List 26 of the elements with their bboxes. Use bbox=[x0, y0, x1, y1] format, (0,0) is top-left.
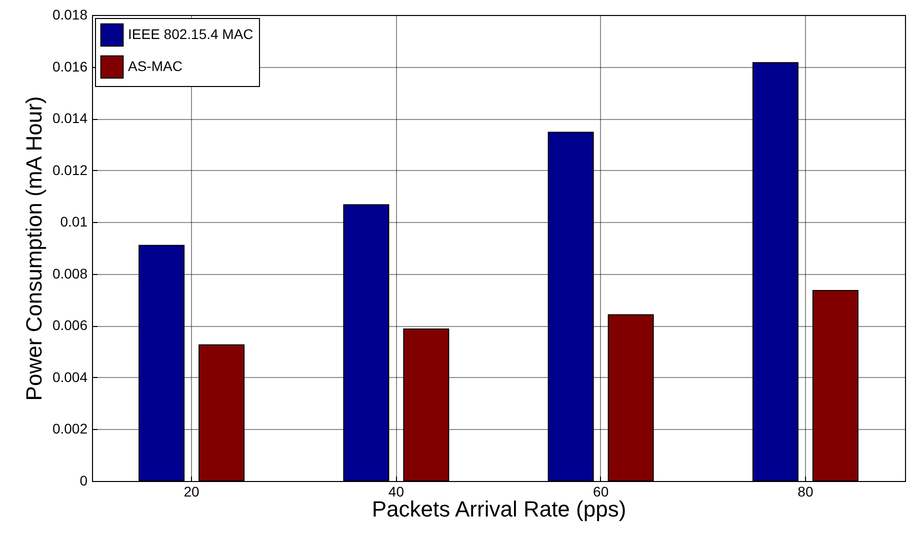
y-tick-label: 0.01 bbox=[60, 214, 88, 230]
y-tick-label: 0.012 bbox=[52, 162, 88, 178]
x-tick-label: 80 bbox=[798, 484, 814, 500]
y-tick-label: 0.008 bbox=[52, 265, 88, 282]
y-tick-label: 0 bbox=[80, 472, 88, 488]
bar bbox=[343, 204, 390, 482]
x-tick-label: 20 bbox=[184, 484, 200, 500]
y-tick-label: 0.004 bbox=[52, 368, 88, 385]
bar bbox=[752, 62, 798, 482]
y-tick-label: 0.002 bbox=[52, 420, 88, 437]
x-axis-title: Packets Arrival Rate (pps) bbox=[372, 496, 626, 522]
bar bbox=[403, 328, 450, 482]
bar bbox=[608, 314, 654, 482]
y-tick-label: 0.016 bbox=[52, 58, 88, 74]
legend-label: IEEE 802.15.4 MAC bbox=[128, 26, 254, 42]
y-axis-title: Power Consumption (mA Hour) bbox=[21, 96, 46, 401]
x-tick-label: 60 bbox=[593, 484, 609, 500]
x-tick-label: 40 bbox=[388, 484, 404, 500]
bar bbox=[138, 244, 185, 482]
bar bbox=[812, 290, 858, 482]
bar bbox=[198, 344, 245, 482]
y-tick-label: 0.014 bbox=[52, 110, 88, 126]
legend-label: AS-MAC bbox=[128, 58, 182, 74]
y-tick-label: 0.006 bbox=[52, 317, 88, 334]
y-tick-label: 0.018 bbox=[52, 6, 88, 22]
bar bbox=[548, 132, 594, 482]
